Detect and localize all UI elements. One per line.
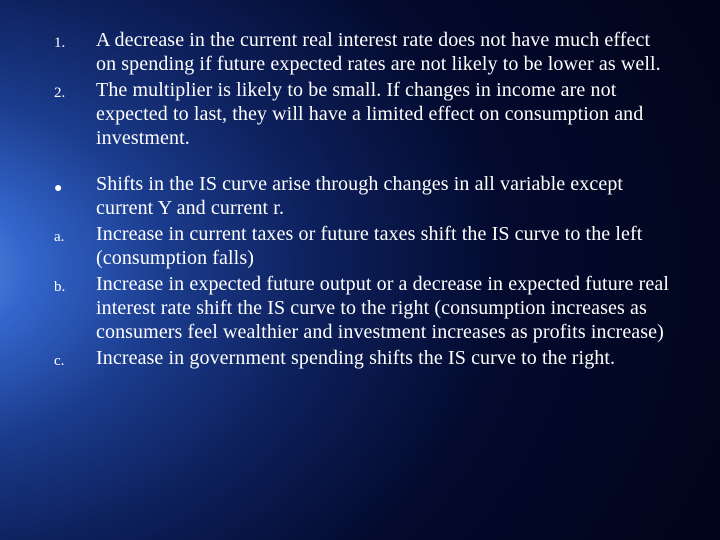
list-item: 2. The multiplier is likely to be small.… bbox=[48, 78, 672, 150]
list-group-2: ● Shifts in the IS curve arise through c… bbox=[48, 172, 672, 373]
item-marker: 2. bbox=[48, 78, 96, 105]
item-text: The multiplier is likely to be small. If… bbox=[96, 78, 672, 150]
list-item: 1. A decrease in the current real intere… bbox=[48, 28, 672, 76]
list-item: a. Increase in current taxes or future t… bbox=[48, 222, 672, 270]
item-text: Increase in expected future output or a … bbox=[96, 272, 672, 344]
item-marker: c. bbox=[48, 346, 96, 373]
slide: 1. A decrease in the current real intere… bbox=[0, 0, 720, 540]
item-marker: b. bbox=[48, 272, 96, 299]
item-text: Shifts in the IS curve arise through cha… bbox=[96, 172, 672, 220]
list-item: c. Increase in government spending shift… bbox=[48, 346, 672, 373]
list-item: ● Shifts in the IS curve arise through c… bbox=[48, 172, 672, 220]
item-text: Increase in government spending shifts t… bbox=[96, 346, 672, 370]
item-marker: a. bbox=[48, 222, 96, 249]
item-marker: 1. bbox=[48, 28, 96, 55]
bullet-icon: ● bbox=[48, 172, 96, 201]
list-group-1: 1. A decrease in the current real intere… bbox=[48, 28, 672, 150]
list-item: b. Increase in expected future output or… bbox=[48, 272, 672, 344]
item-text: A decrease in the current real interest … bbox=[96, 28, 672, 76]
item-text: Increase in current taxes or future taxe… bbox=[96, 222, 672, 270]
